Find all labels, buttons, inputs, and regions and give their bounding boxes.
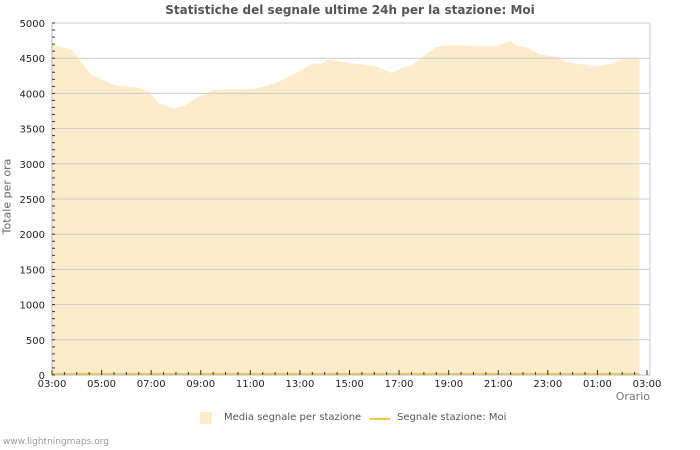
chart-title: Statistiche del segnale ultime 24h per l… xyxy=(165,3,535,17)
svg-text:21:00: 21:00 xyxy=(484,379,513,390)
svg-text:3000: 3000 xyxy=(20,160,45,171)
y-axis-label: Totale per ora xyxy=(0,158,14,235)
svg-text:3500: 3500 xyxy=(20,125,45,136)
svg-text:17:00: 17:00 xyxy=(385,379,414,390)
grid-lines xyxy=(52,57,650,341)
svg-text:05:00: 05:00 xyxy=(87,379,116,390)
site-footer-link[interactable]: www.lightningmaps.org xyxy=(3,437,109,447)
svg-text:1500: 1500 xyxy=(20,265,45,276)
x-axis-ticks: 03:00 05:00 07:00 09:00 11:00 13:00 15:00 17:00… xyxy=(38,370,662,390)
svg-text:19:00: 19:00 xyxy=(434,379,463,390)
svg-text:2500: 2500 xyxy=(20,195,45,206)
chart-plot-area: 0 500 1000 1500 2000 2500 3000 3500 4000 4500 5000… xyxy=(20,19,662,390)
svg-text:4500: 4500 xyxy=(20,54,45,65)
svg-text:1000: 1000 xyxy=(20,301,45,312)
svg-text:23:00: 23:00 xyxy=(533,379,562,390)
svg-text:01:00: 01:00 xyxy=(583,379,612,390)
svg-text:13:00: 13:00 xyxy=(286,379,315,390)
legend-area-swatch xyxy=(200,412,212,424)
legend-line-label: Segnale stazione: Moi xyxy=(397,412,507,423)
svg-text:09:00: 09:00 xyxy=(186,379,215,390)
svg-text:03:00: 03:00 xyxy=(633,379,662,390)
svg-text:0: 0 xyxy=(39,371,45,382)
svg-text:11:00: 11:00 xyxy=(236,379,265,390)
legend-area-label: Media segnale per stazione xyxy=(224,412,362,423)
svg-text:15:00: 15:00 xyxy=(335,379,364,390)
average-signal-area xyxy=(52,41,640,375)
y-axis-ticks: 0 500 1000 1500 2000 2500 3000 3500 4000 4500 5000 xyxy=(20,19,55,382)
svg-text:03:00: 03:00 xyxy=(38,379,67,390)
svg-text:2000: 2000 xyxy=(20,230,45,241)
svg-text:500: 500 xyxy=(26,336,45,347)
x-axis-label: Orario xyxy=(615,390,650,403)
svg-text:5000: 5000 xyxy=(20,19,45,30)
svg-text:07:00: 07:00 xyxy=(137,379,166,390)
legend-line-swatch xyxy=(370,418,390,420)
svg-text:4000: 4000 xyxy=(20,89,45,100)
